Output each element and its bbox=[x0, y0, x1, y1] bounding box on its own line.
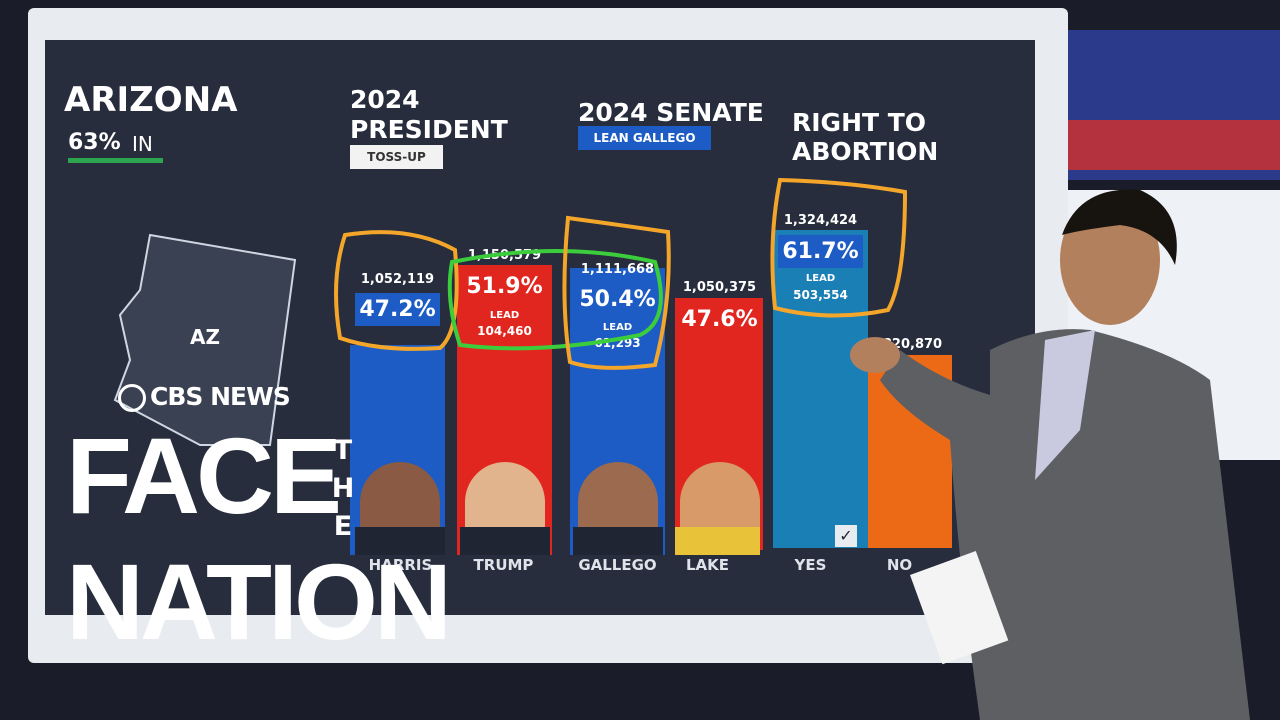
hair bbox=[1062, 189, 1177, 265]
votes: 1,111,668 bbox=[580, 262, 655, 277]
pct: 51.9% bbox=[462, 270, 547, 303]
state-abbr: AZ bbox=[190, 325, 220, 349]
state-map bbox=[113, 233, 297, 446]
lead-label: LEAD bbox=[489, 310, 520, 321]
hand bbox=[850, 337, 900, 373]
candidate-clothes bbox=[460, 527, 550, 555]
candidate-clothes bbox=[355, 527, 445, 555]
race-title: 2024 SENATE bbox=[578, 98, 764, 127]
candidate-name: TRUMP bbox=[473, 556, 534, 574]
candidate-name: LAKE bbox=[685, 556, 730, 574]
arizona-shape bbox=[113, 233, 297, 446]
state-title: ARIZONA bbox=[64, 80, 238, 120]
pct: 50.4% bbox=[575, 283, 660, 316]
race-title: ABORTION bbox=[792, 137, 939, 166]
show-title: NATION bbox=[66, 541, 452, 662]
reporting: 63% bbox=[68, 130, 121, 155]
votes: 1,052,119 bbox=[360, 272, 435, 287]
network-name: CBS NEWS bbox=[150, 382, 291, 411]
bar bbox=[773, 230, 868, 548]
reporting-bar bbox=[68, 158, 163, 163]
pct: 47.2% bbox=[355, 293, 440, 326]
show-title: FACE bbox=[66, 415, 342, 536]
checkmark: ✓ bbox=[835, 525, 857, 547]
candidate-name: YES bbox=[794, 556, 827, 574]
orange-circle bbox=[770, 177, 908, 318]
shirt bbox=[1035, 330, 1095, 480]
presenter bbox=[850, 189, 1250, 720]
votes: 1,324,424 bbox=[783, 213, 858, 228]
pct: 47.6% bbox=[677, 303, 762, 336]
candidate-clothes bbox=[573, 527, 663, 555]
studio-stripe bbox=[1065, 120, 1280, 170]
lead-label: LEAD bbox=[602, 322, 633, 333]
green-circle bbox=[447, 249, 663, 351]
orange-circle bbox=[334, 230, 459, 351]
show-title-the: THE bbox=[331, 435, 355, 542]
reporting-suffix: IN bbox=[132, 132, 153, 156]
race-rating: LEAN GALLEGO bbox=[578, 126, 711, 150]
candidate-name: GALLEGO bbox=[578, 556, 657, 574]
candidate-name: NO bbox=[886, 556, 913, 574]
race-title: RIGHT TO bbox=[792, 108, 927, 137]
lead-label: LEAD bbox=[805, 273, 836, 284]
orange-circle bbox=[562, 215, 671, 370]
lead: 104,460 bbox=[477, 324, 532, 338]
race-title: 2024 bbox=[350, 85, 420, 114]
network-logo bbox=[118, 384, 146, 412]
lead: 503,554 bbox=[793, 288, 848, 302]
votes: 1,050,375 bbox=[682, 280, 757, 295]
race-rating: TOSS-UP bbox=[350, 145, 443, 169]
pct: 61.7% bbox=[778, 235, 863, 268]
candidate-clothes bbox=[675, 527, 760, 555]
race-title: PRESIDENT bbox=[350, 115, 508, 144]
candidate-name: HARRIS bbox=[368, 556, 433, 574]
papers bbox=[910, 551, 1009, 665]
